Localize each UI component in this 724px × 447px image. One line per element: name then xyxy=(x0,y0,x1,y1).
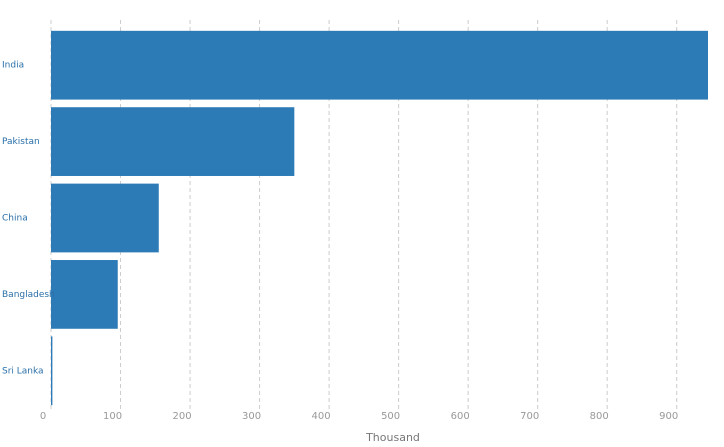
bar xyxy=(51,107,295,176)
x-tick-label: 900 xyxy=(659,411,678,422)
bar xyxy=(51,30,708,100)
x-tick-label: 200 xyxy=(173,411,192,422)
x-tick-label: 700 xyxy=(520,411,539,422)
y-tick-label: Bangladesh xyxy=(2,290,55,300)
bar xyxy=(51,336,53,406)
x-tick-label: 500 xyxy=(381,411,400,422)
bar xyxy=(51,183,159,253)
bar xyxy=(51,260,118,329)
y-tick-label: Pakistan xyxy=(2,137,40,147)
y-tick-label: Sri Lanka xyxy=(2,366,44,376)
x-tick-label: 800 xyxy=(590,411,609,422)
x-tick-label: 400 xyxy=(312,411,331,422)
x-tick-label: 0 xyxy=(40,411,46,422)
x-tick-label: 300 xyxy=(242,411,261,422)
y-tick-label: India xyxy=(2,61,24,71)
x-axis-label: Thousand xyxy=(365,431,420,444)
x-tick-label: 600 xyxy=(451,411,470,422)
y-tick-label: China xyxy=(2,214,28,224)
x-tick-label: 100 xyxy=(103,411,122,422)
